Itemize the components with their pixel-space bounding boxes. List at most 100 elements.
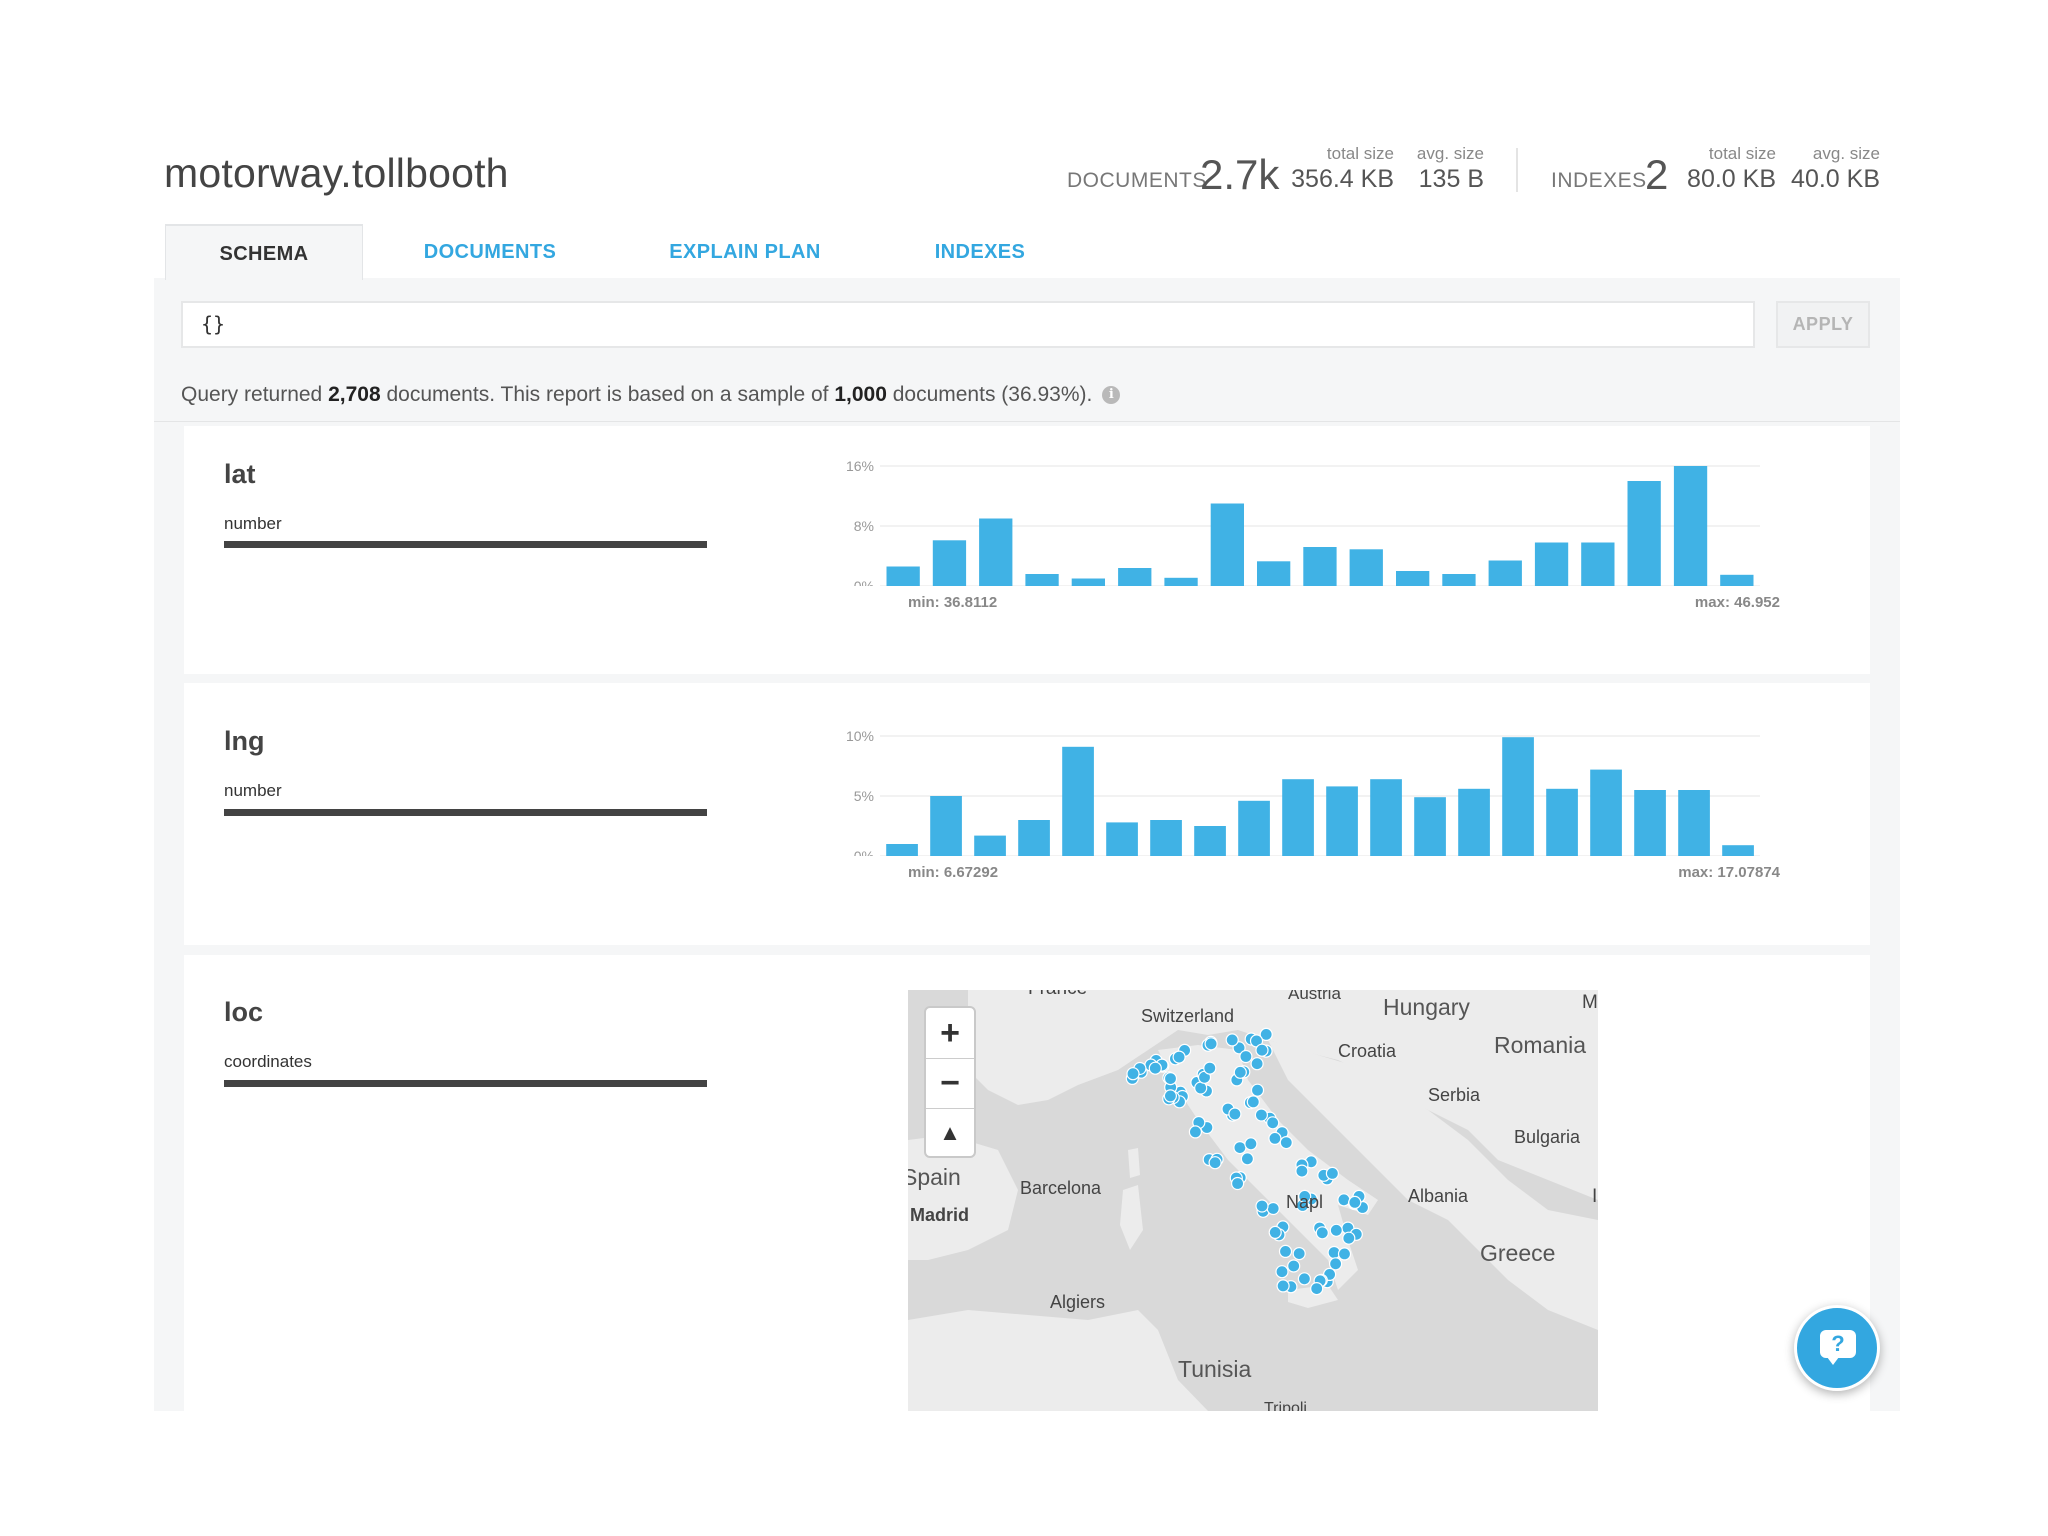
- map-point[interactable]: [1208, 1156, 1222, 1170]
- histogram-bar[interactable]: [1164, 577, 1198, 586]
- histogram-bar[interactable]: [1581, 542, 1615, 587]
- map-point[interactable]: [1240, 1152, 1254, 1166]
- histogram-bar[interactable]: [1458, 788, 1490, 856]
- histogram-bar[interactable]: [1414, 797, 1446, 856]
- histogram-bar[interactable]: [1210, 503, 1244, 587]
- histogram-bar[interactable]: [1303, 547, 1337, 586]
- histogram-bar[interactable]: [1071, 578, 1105, 587]
- histogram-bar[interactable]: [1502, 737, 1534, 856]
- map-point[interactable]: [1337, 1247, 1352, 1261]
- map-point[interactable]: [1292, 1247, 1306, 1261]
- type-probability-bar[interactable]: [224, 541, 707, 548]
- map-point[interactable]: [1287, 1259, 1301, 1273]
- map-point[interactable]: [1246, 1095, 1260, 1109]
- map-point[interactable]: [1233, 1065, 1247, 1079]
- zoom-in-button[interactable]: +: [940, 1014, 960, 1052]
- histogram-bar[interactable]: [1720, 574, 1754, 586]
- histogram-bar[interactable]: [1025, 574, 1059, 586]
- histogram-bar[interactable]: [1194, 826, 1226, 856]
- map-label-tunisia: Tunisia: [1178, 1356, 1252, 1382]
- map-point[interactable]: [1329, 1257, 1343, 1271]
- map-point[interactable]: [1163, 1089, 1177, 1103]
- compass-north-icon[interactable]: ▲: [939, 1120, 961, 1145]
- histogram-bar[interactable]: [1062, 746, 1094, 856]
- map-point[interactable]: [1228, 1107, 1242, 1121]
- map-point[interactable]: [1259, 1027, 1273, 1042]
- histogram-bar[interactable]: [1678, 790, 1710, 856]
- query-input[interactable]: [201, 303, 1701, 346]
- histogram-bar[interactable]: [1257, 561, 1291, 586]
- map-point[interactable]: [1279, 1136, 1293, 1150]
- histogram-bar[interactable]: [1627, 481, 1661, 586]
- map-point[interactable]: [1255, 1043, 1269, 1057]
- map-point[interactable]: [1295, 1164, 1309, 1178]
- map-point[interactable]: [1310, 1282, 1324, 1296]
- map-point[interactable]: [1250, 1083, 1265, 1097]
- histogram-bar[interactable]: [1488, 560, 1522, 587]
- histogram-bar[interactable]: [1282, 779, 1314, 856]
- map-point[interactable]: [1266, 1116, 1280, 1130]
- map-point[interactable]: [1148, 1061, 1162, 1075]
- histogram-bar[interactable]: [1634, 790, 1666, 856]
- map-point[interactable]: [1268, 1131, 1282, 1145]
- map-point[interactable]: [1239, 1049, 1253, 1064]
- histogram-bar[interactable]: [1442, 574, 1476, 586]
- map-point[interactable]: [1275, 1265, 1289, 1279]
- map-point[interactable]: [1254, 1108, 1268, 1122]
- map-point[interactable]: [1231, 1176, 1245, 1191]
- map-point[interactable]: [1278, 1244, 1293, 1258]
- histogram-bar[interactable]: [974, 835, 1006, 856]
- help-button[interactable]: ?: [1794, 1305, 1880, 1391]
- histogram-bar[interactable]: [886, 844, 918, 856]
- histogram-bar[interactable]: [1534, 542, 1569, 587]
- map-point[interactable]: [1348, 1195, 1362, 1209]
- map-point[interactable]: [1188, 1125, 1202, 1139]
- type-probability-bar[interactable]: [224, 809, 707, 816]
- map-point[interactable]: [1203, 1061, 1217, 1075]
- histogram-bar[interactable]: [979, 518, 1013, 587]
- map-point[interactable]: [1276, 1279, 1290, 1293]
- map-point[interactable]: [1342, 1231, 1356, 1245]
- map-point[interactable]: [1268, 1225, 1282, 1239]
- map-point[interactable]: [1250, 1057, 1264, 1071]
- info-icon[interactable]: i: [1102, 386, 1121, 405]
- map-point[interactable]: [1266, 1201, 1280, 1216]
- histogram-bar[interactable]: [1118, 568, 1152, 586]
- histogram-bar[interactable]: [1673, 466, 1708, 586]
- map-point[interactable]: [1126, 1067, 1140, 1081]
- histogram-bar[interactable]: [1396, 571, 1430, 586]
- tab-schema[interactable]: SCHEMA: [165, 224, 363, 280]
- map-point[interactable]: [1325, 1166, 1339, 1180]
- histogram-bar[interactable]: [1326, 786, 1358, 856]
- histogram-bar[interactable]: [1546, 788, 1578, 856]
- tab-indexes[interactable]: INDEXES: [934, 241, 1026, 263]
- map-point[interactable]: [1204, 1037, 1218, 1051]
- map-point[interactable]: [1255, 1199, 1269, 1213]
- map-point[interactable]: [1298, 1189, 1312, 1203]
- histogram-bar[interactable]: [1590, 769, 1622, 856]
- histogram-bar[interactable]: [1370, 779, 1402, 856]
- histogram-bar[interactable]: [932, 540, 967, 586]
- histogram-bar[interactable]: [886, 566, 920, 587]
- map-point[interactable]: [1297, 1272, 1311, 1286]
- histogram-bar[interactable]: [1106, 822, 1138, 856]
- map-point[interactable]: [1244, 1137, 1258, 1151]
- histogram-bar[interactable]: [1349, 549, 1383, 586]
- histogram-bar[interactable]: [1238, 800, 1270, 856]
- map-point[interactable]: [1233, 1141, 1247, 1155]
- apply-button[interactable]: APPLY: [1776, 301, 1870, 348]
- tab-explain-plan[interactable]: EXPLAIN PLAN: [669, 241, 821, 263]
- coordinates-map[interactable]: France Austria Hungary M Switzerland Cro…: [908, 990, 1598, 1411]
- map-point[interactable]: [1172, 1050, 1186, 1064]
- histogram-bar[interactable]: [1018, 820, 1050, 856]
- map-point[interactable]: [1225, 1033, 1239, 1047]
- type-probability-bar[interactable]: [224, 1080, 707, 1087]
- tab-documents[interactable]: DOCUMENTS: [423, 241, 557, 263]
- map-point[interactable]: [1163, 1071, 1178, 1086]
- map-point[interactable]: [1329, 1223, 1343, 1237]
- zoom-out-button[interactable]: −: [940, 1064, 960, 1102]
- histogram-bar[interactable]: [930, 796, 962, 856]
- map-point[interactable]: [1315, 1226, 1329, 1240]
- histogram-bar[interactable]: [1150, 820, 1182, 856]
- histogram-bar[interactable]: [1722, 845, 1754, 856]
